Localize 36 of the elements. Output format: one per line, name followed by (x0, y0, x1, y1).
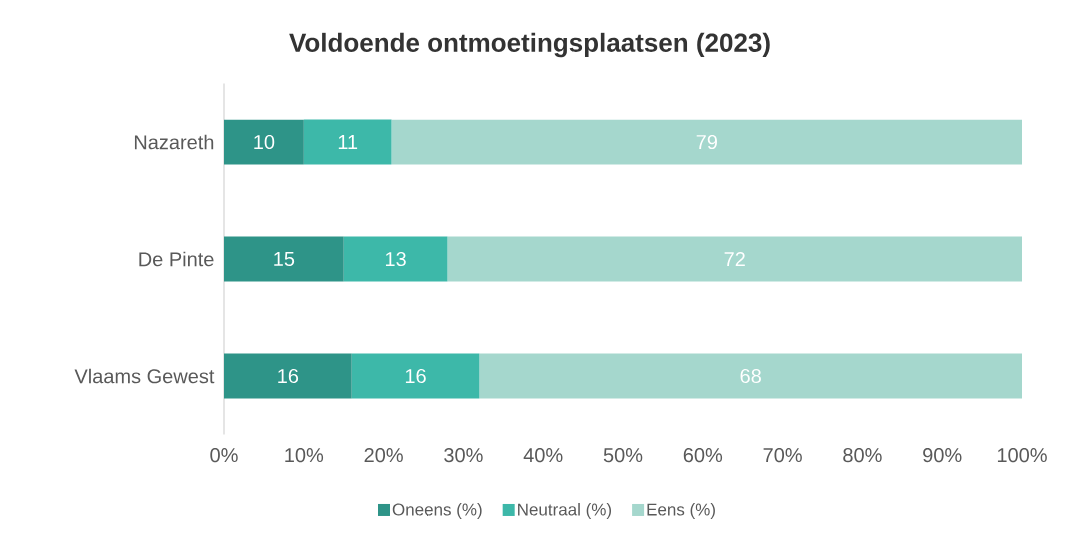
legend-label: Oneens (%) (392, 503, 482, 519)
x-tick-label: 20% (364, 448, 403, 463)
bar (351, 353, 480, 399)
x-tick-label: 90% (923, 448, 962, 463)
bar (224, 236, 344, 282)
data-label: 10 (254, 134, 275, 150)
x-tick-label: 50% (603, 448, 643, 463)
bar (343, 236, 448, 282)
x-tick-label: 60% (683, 448, 723, 463)
data-label: 72 (724, 252, 745, 266)
x-tick-label: 40% (523, 448, 563, 463)
y-tick-label: De Pinte (139, 251, 214, 267)
data-label: 15 (274, 252, 295, 266)
x-tick-label: 70% (763, 448, 802, 463)
bar (447, 236, 1023, 282)
data-label: 68 (740, 368, 761, 384)
data-label: 11 (338, 135, 358, 149)
x-tick-label: 100% (997, 448, 1047, 463)
y-tick-label: Vlaams Gewest (74, 368, 215, 384)
x-tick-label: 30% (444, 448, 483, 463)
y-tick-label: Nazareth (134, 134, 214, 150)
x-tick-label: 0% (210, 448, 238, 463)
x-tick-label: 80% (843, 448, 882, 463)
chart-title: Voldoende ontmoetingsplaatsen (2023) (289, 32, 770, 58)
data-label: 79 (696, 134, 717, 150)
bar (479, 353, 1023, 399)
bar (224, 353, 352, 399)
bar (303, 119, 392, 165)
bar (391, 119, 1023, 165)
data-label: 16 (405, 368, 426, 384)
x-tick-label: 10% (285, 448, 324, 463)
legend-label: Eens (%) (647, 503, 715, 519)
bar (224, 119, 304, 165)
legend-label: Neutraal (%) (518, 503, 612, 519)
data-label: 13 (385, 251, 406, 267)
data-label: 16 (278, 368, 299, 384)
